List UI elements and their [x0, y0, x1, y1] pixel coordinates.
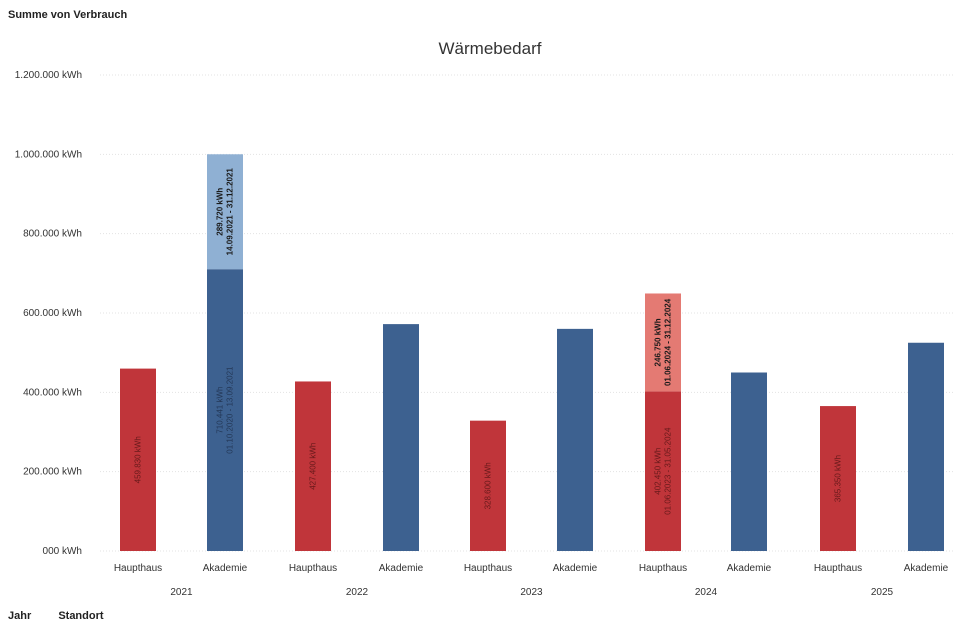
- bars: 459.830 kWh 710.441 kWh 01.10.2020 - 13.09…: [120, 154, 944, 551]
- x-tick-label-standort: Akademie: [904, 563, 949, 574]
- bar-2025-akademie[interactable]: [908, 342, 944, 551]
- x-tick-label-standort: Haupthaus: [289, 563, 337, 574]
- y-tick-label: 200.000 kWh: [23, 467, 82, 478]
- measure-label: Summe von Verbrauch: [8, 9, 128, 21]
- bar-2021-akademie[interactable]: 710.441 kWh 01.10.2020 - 13.09.2021 289.72…: [207, 154, 243, 551]
- y-tick-label: 1.000.000 kWh: [15, 149, 82, 160]
- bar-data-label: 402.450 kWh: [654, 448, 663, 495]
- x-tick-label-standort: Haupthaus: [464, 563, 512, 574]
- bar-2022-akademie[interactable]: [383, 324, 419, 551]
- bar-segment[interactable]: [908, 342, 944, 551]
- bar-2024-akademie[interactable]: [731, 372, 767, 552]
- bar-data-label: 459.830 kWh: [134, 436, 143, 483]
- bar-data-label: 328.600 kWh: [484, 462, 493, 509]
- bar-segment[interactable]: [207, 269, 243, 551]
- bar-data-label: 289.720 kWh: [216, 188, 225, 236]
- bar-2022-haupthaus[interactable]: 427.400 kWh: [295, 381, 331, 551]
- x-tick-label-jahr: 2024: [695, 587, 718, 598]
- bar-segment[interactable]: [383, 324, 419, 551]
- bar-segment[interactable]: [645, 293, 681, 392]
- x-tick-label-jahr: 2023: [520, 587, 543, 598]
- x-tick-label-jahr: 2025: [871, 587, 894, 598]
- bar-2023-akademie[interactable]: [557, 328, 593, 551]
- bar-segment[interactable]: [731, 372, 767, 552]
- field-list: Jahr Standort: [8, 610, 128, 622]
- x-axis-ticks: Haupthaus Akademie Haupthaus Akademie Haupth…: [114, 563, 949, 598]
- bar-2025-haupthaus[interactable]: 365.350 kWh: [820, 406, 856, 551]
- bar-data-label: 01.10.2020 - 13.09.2021: [226, 366, 235, 454]
- y-tick-label: 1.200.000 kWh: [15, 70, 82, 81]
- bar-data-label: 14.09.2021 - 31.12.2021: [226, 168, 235, 256]
- chart-title: Wärmebedarf: [439, 39, 542, 58]
- bar-2024-haupthaus[interactable]: 402.450 kWh 01.06.2023 - 31.05.2024 246.75…: [645, 293, 681, 551]
- x-tick-label-standort: Haupthaus: [639, 563, 687, 574]
- bar-segment[interactable]: [295, 381, 331, 551]
- y-tick-label: 000 kWh: [43, 546, 82, 557]
- x-tick-label-jahr: 2022: [346, 587, 369, 598]
- bar-data-label: 710.441 kWh: [216, 387, 225, 434]
- bar-segment[interactable]: [557, 328, 593, 551]
- bar-segment[interactable]: [645, 391, 681, 551]
- bar-segment[interactable]: [470, 420, 506, 551]
- y-axis-ticks: 000 kWh 200.000 kWh 400.000 kWh 600.000 kWh…: [15, 70, 82, 557]
- y-tick-label: 800.000 kWh: [23, 229, 82, 240]
- y-tick-label: 600.000 kWh: [23, 308, 82, 319]
- bar-2023-haupthaus[interactable]: 328.600 kWh: [470, 420, 506, 551]
- bar-segment[interactable]: [207, 154, 243, 270]
- x-tick-label-standort: Akademie: [727, 563, 772, 574]
- x-tick-label-standort: Akademie: [203, 563, 248, 574]
- x-tick-label-standort: Akademie: [379, 563, 424, 574]
- bar-segment[interactable]: [120, 368, 156, 551]
- bar-2021-haupthaus[interactable]: 459.830 kWh: [120, 368, 156, 551]
- x-tick-label-standort: Haupthaus: [814, 563, 862, 574]
- x-tick-label-standort: Haupthaus: [114, 563, 162, 574]
- y-tick-label: 400.000 kWh: [23, 387, 82, 398]
- x-tick-label-standort: Akademie: [553, 563, 598, 574]
- bar-data-label: 01.06.2024 - 31.12.2024: [664, 298, 673, 386]
- bar-segment[interactable]: [820, 406, 856, 551]
- bar-data-label: 246.750 kWh: [654, 318, 663, 366]
- field-button-jahr[interactable]: Jahr: [8, 610, 32, 622]
- bar-data-label: 01.06.2023 - 31.05.2024: [664, 427, 673, 515]
- bar-data-label: 365.350 kWh: [834, 455, 843, 502]
- bar-data-label: 427.400 kWh: [309, 443, 318, 490]
- field-button-standort[interactable]: Standort: [58, 610, 104, 622]
- x-tick-label-jahr: 2021: [170, 587, 193, 598]
